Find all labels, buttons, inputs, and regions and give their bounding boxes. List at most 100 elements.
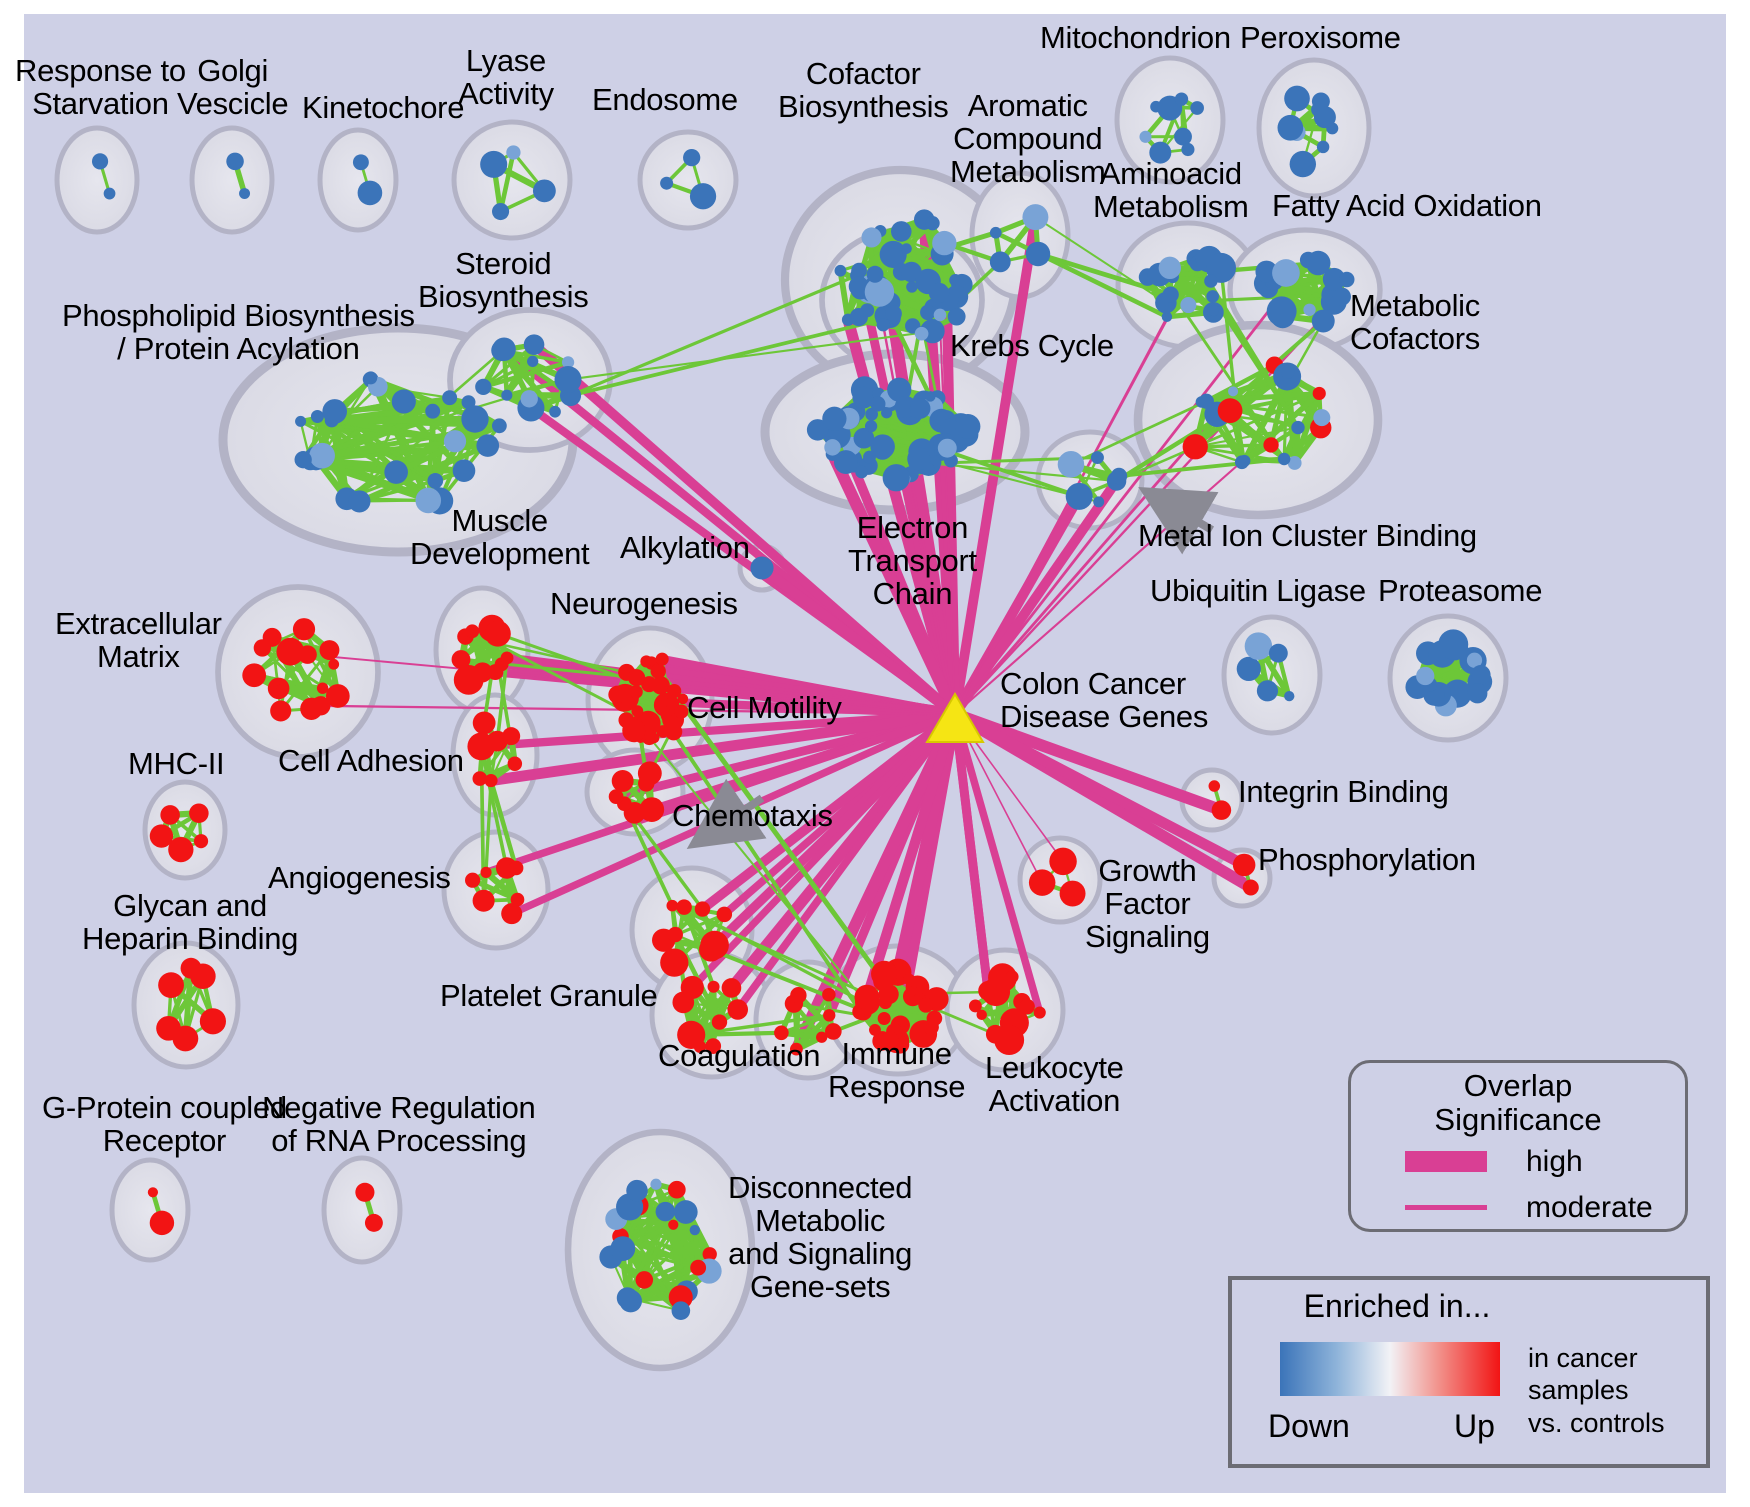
gene-set-node	[907, 447, 931, 471]
cluster-label-metal-ion-cluster-binding: Metal Ion Cluster Binding	[1138, 518, 1477, 553]
gene-set-node	[1466, 652, 1483, 668]
legend-overlap-significance: Overlap Significance high moderate	[1348, 1060, 1688, 1232]
gene-set-node	[364, 1213, 383, 1232]
overlap-edge-inter	[568, 315, 893, 398]
gene-set-node	[507, 756, 523, 772]
cluster-halo-lyase-activity	[451, 119, 573, 241]
overlap-edge-inter	[566, 331, 927, 381]
hub-edge-moderate	[953, 413, 1219, 715]
gene-set-node	[955, 414, 981, 439]
cell-motility-arrow	[686, 778, 767, 849]
gene-set-node	[989, 226, 1002, 239]
gene-set-node	[322, 399, 348, 424]
gene-set-node	[239, 188, 251, 200]
gene-set-node	[465, 624, 480, 639]
gene-set-node	[926, 1010, 943, 1027]
gene-set-node	[853, 427, 875, 449]
cluster-label-endosome: Endosome	[592, 82, 738, 117]
gene-set-node	[1281, 365, 1295, 379]
gene-set-node	[871, 960, 898, 988]
gene-set-node	[890, 221, 912, 242]
gene-set-node	[352, 154, 369, 171]
overlap-edge-inter	[1035, 251, 1174, 298]
gene-set-node	[690, 1259, 707, 1276]
cluster-halo-golgi-vescicle	[189, 125, 275, 235]
hub-edge-high	[952, 709, 1247, 870]
gene-set-node	[1322, 267, 1346, 291]
gene-set-node	[790, 1042, 803, 1056]
gene-set-node	[824, 439, 841, 456]
gene-set-node	[1284, 85, 1310, 112]
overlap-edge-inter	[479, 744, 509, 870]
cluster-label-g-protein-coupled-receptor: G-Protein coupled Receptor	[42, 1090, 287, 1158]
gene-set-node	[852, 386, 875, 409]
overlap-edge	[779, 1013, 831, 1035]
gene-set-node	[149, 824, 174, 848]
gene-set-node	[677, 1020, 706, 1049]
gene-set-node	[882, 464, 910, 492]
gene-set-node	[906, 281, 918, 293]
gene-set-node	[1025, 241, 1051, 267]
gene-set-node	[190, 963, 216, 990]
cluster-label-metabolic-cofactors: Metabolic Cofactors	[1350, 288, 1480, 356]
gene-set-node	[1162, 286, 1179, 303]
cluster-label-ubiquitin-ligase: Ubiquitin Ligase	[1150, 573, 1366, 608]
gene-set-node	[863, 450, 876, 464]
gene-set-node	[1057, 451, 1085, 478]
gene-set-node	[1277, 114, 1304, 141]
gene-set-node	[532, 179, 556, 203]
cluster-label-cell-adhesion: Cell Adhesion	[278, 743, 464, 778]
gene-set-node	[427, 472, 444, 489]
gene-set-node	[1268, 643, 1288, 663]
gene-set-node	[660, 948, 689, 977]
gene-set-node	[168, 836, 194, 863]
hub-edge-high	[952, 708, 1224, 816]
gene-set-node	[618, 712, 635, 729]
overlap-edge-inter	[993, 230, 1170, 320]
gene-set-node	[879, 240, 907, 268]
cluster-label-electron-transport-chain: Electron Transport Chain	[848, 510, 977, 611]
gene-set-node	[472, 711, 496, 735]
hub-triangle[interactable]	[925, 692, 985, 743]
cluster-label-disconnected-gene-sets: Disconnected Metabolic and Signaling Gene-s…	[728, 1170, 913, 1304]
legend-label-high: high	[1526, 1145, 1583, 1178]
gene-set-node	[611, 770, 634, 792]
gene-set-node	[985, 1024, 1005, 1044]
gene-set-node	[554, 366, 582, 394]
gene-set-node	[319, 640, 340, 661]
legend-label-up: Up	[1454, 1408, 1495, 1444]
gene-set-node	[510, 892, 525, 907]
hub-edge-high	[530, 341, 959, 718]
gene-set-node	[355, 1182, 375, 1202]
gene-set-node	[316, 682, 329, 694]
gene-set-node	[671, 1301, 691, 1320]
gene-set-node	[325, 684, 350, 708]
gene-set-node	[160, 805, 180, 825]
gene-set-node	[641, 729, 658, 746]
overlap-edge	[481, 343, 536, 389]
gene-set-node	[1228, 386, 1239, 397]
gene-set-node	[391, 389, 416, 414]
gene-set-node	[492, 202, 510, 221]
gene-set-node	[1238, 454, 1251, 467]
gene-set-node	[865, 407, 879, 421]
gene-set-node	[276, 637, 305, 666]
hub-edge-high	[759, 564, 958, 718]
gene-set-node	[628, 669, 646, 687]
gene-set-node	[640, 655, 653, 668]
gene-set-node	[655, 1201, 676, 1222]
gene-set-node	[472, 889, 495, 912]
gene-set-node	[1236, 656, 1261, 681]
gene-set-node	[199, 1008, 226, 1035]
gene-set-node	[790, 987, 807, 1004]
gene-set-node	[348, 490, 371, 513]
gene-set-node	[384, 460, 408, 484]
gene-set-node	[1198, 393, 1214, 409]
gene-set-node	[1110, 467, 1128, 485]
gene-set-node	[932, 230, 957, 256]
cluster-label-negative-regulation-rna-processing: Negative Regulation of RNA Processing	[262, 1090, 536, 1158]
gene-set-node	[750, 556, 774, 580]
gene-set-node	[667, 1180, 686, 1199]
gene-set-node	[1033, 1006, 1046, 1019]
